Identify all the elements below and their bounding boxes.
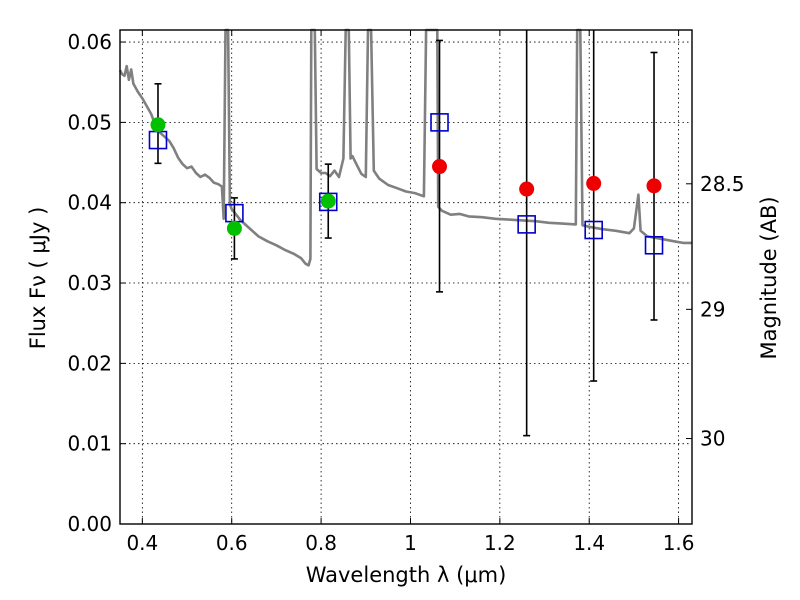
observed-point-nondetected [432, 159, 448, 175]
y-tick-label: 0.05 [67, 110, 112, 134]
y-tick-label: 0.00 [67, 512, 112, 536]
x-tick-label: 1 [404, 531, 417, 555]
ticks: 0.4 0.6 0.8 1 1.2 1.4 1.6 0.00 0.01 0.02 0.03 0.04 0… [67, 30, 745, 555]
grid-lines [120, 30, 692, 525]
x-axis-label: Wavelength λ (μm) [306, 563, 507, 587]
model-square [644, 235, 664, 255]
x-tick-label: 1.6 [663, 531, 695, 555]
observed-point-detected [226, 220, 242, 236]
observed-point-detected [150, 117, 166, 133]
spectrum-line [118, 28, 692, 267]
spectrum [118, 28, 692, 267]
model-square [517, 215, 536, 234]
observed-point-detected [320, 193, 336, 209]
x-tick-label: 1.4 [573, 531, 605, 555]
y-tick-label: 0.03 [67, 271, 112, 295]
y-tick-label: 0.04 [67, 191, 112, 215]
y2-tick-label: 28.5 [700, 172, 745, 196]
y-tick-label: 0.01 [67, 432, 112, 456]
model-square [584, 220, 603, 240]
y-axis-label: Flux Fν ( μJy ) [26, 207, 50, 350]
x-tick-label: 0.6 [216, 531, 248, 555]
model-square [430, 113, 449, 132]
x-tick-label: 0.8 [305, 531, 337, 555]
y-tick-label: 0.02 [67, 351, 112, 375]
x-tick-label: 1.2 [484, 531, 516, 555]
markers [148, 113, 664, 255]
plot-frame [119, 29, 693, 525]
observed-point-nondetected [646, 178, 662, 194]
y-tick-label: 0.06 [67, 30, 112, 54]
x-tick-label: 0.4 [126, 531, 158, 555]
y2-axis-label: Magnitude (AB) [757, 196, 781, 359]
observed-point-nondetected [586, 175, 602, 191]
y2-tick-label: 29 [700, 297, 725, 321]
model-square [318, 192, 338, 212]
y2-tick-label: 30 [700, 427, 725, 451]
observed-point-nondetected [519, 181, 535, 197]
